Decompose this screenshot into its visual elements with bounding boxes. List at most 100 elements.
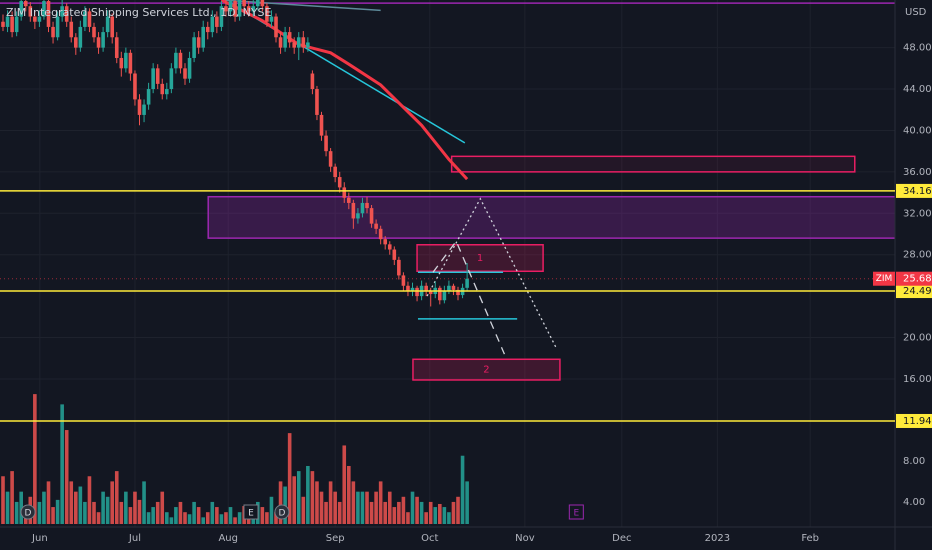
volume-bar <box>356 491 360 524</box>
candle-body <box>183 68 187 79</box>
candle-body <box>5 16 10 27</box>
candle-body <box>151 68 155 90</box>
volume-bar <box>165 512 169 524</box>
volume-bar <box>183 512 187 524</box>
volume-bar <box>133 491 137 524</box>
symbol-tag-label: ZIM <box>876 274 893 284</box>
candle-body <box>174 52 178 69</box>
event-marker <box>274 504 290 520</box>
candle-body <box>337 177 342 188</box>
volume-bar <box>87 476 92 524</box>
volume-bar <box>424 512 428 524</box>
candle-body <box>328 151 333 167</box>
candle-body <box>451 285 456 290</box>
candle-body <box>60 6 64 17</box>
candle-body <box>397 259 401 276</box>
volume-bar <box>465 481 469 524</box>
volume-bar <box>196 507 201 524</box>
candle-body <box>465 278 469 288</box>
volume-bar <box>319 491 324 524</box>
x-tick-label: Dec <box>612 533 631 544</box>
volume-bar <box>146 512 151 524</box>
x-tick-label: Nov <box>515 533 535 544</box>
currency: USD <box>905 7 927 18</box>
x-tick-label: Sep <box>326 533 345 544</box>
volume-bar <box>169 517 174 524</box>
candle-body <box>210 16 215 33</box>
volume-bar <box>292 476 297 524</box>
event-label: D <box>25 509 32 519</box>
candle-body <box>64 6 69 22</box>
volume-bar <box>274 512 278 524</box>
volume-bar <box>101 491 105 524</box>
candle-body <box>10 16 14 33</box>
candle-body <box>324 135 328 152</box>
candle-body <box>383 239 388 245</box>
candle-body <box>196 37 201 48</box>
volume-bar <box>415 496 419 524</box>
volume-bar <box>10 471 14 524</box>
candle-body <box>201 26 206 48</box>
candle-body <box>205 26 210 33</box>
candle-body <box>306 42 310 48</box>
volume-bar <box>347 465 351 524</box>
candle-body <box>215 16 219 27</box>
event-label: E <box>248 509 254 519</box>
volume-bar <box>260 507 265 524</box>
symbol-tag <box>873 271 895 286</box>
candle-body <box>165 89 169 95</box>
volume-bar <box>110 481 115 524</box>
candle-body <box>365 202 369 209</box>
zone <box>207 195 895 239</box>
candle-body <box>74 37 78 48</box>
candle-body <box>315 89 319 115</box>
candle-body <box>114 37 119 58</box>
event-marker <box>20 504 36 520</box>
axes: 48.0044.0040.0036.0032.0028.0020.0016.00… <box>31 43 932 544</box>
candle-body <box>438 287 442 301</box>
volume-bar <box>215 507 219 524</box>
candle-body <box>401 275 406 286</box>
x-tick-label: Aug <box>218 533 238 544</box>
candle-body <box>387 244 392 250</box>
volume-bar <box>1 476 5 524</box>
candle-body <box>187 57 192 79</box>
volume-bar <box>14 501 19 524</box>
candle-body <box>278 37 283 48</box>
y-tick-label: 40.00 <box>903 125 932 136</box>
volume-bar <box>69 481 74 524</box>
volume-bar <box>96 512 101 524</box>
candle-body <box>260 0 265 7</box>
price-tag <box>896 271 932 286</box>
volume-bar <box>456 496 460 524</box>
y-tick-label: 32.00 <box>903 208 932 219</box>
event-label: E <box>573 509 579 519</box>
volume-bar <box>401 496 406 524</box>
volume-bar <box>83 501 87 524</box>
candle-body <box>137 99 142 115</box>
candle-body <box>19 1 24 17</box>
volume-bar <box>137 499 142 524</box>
trendline <box>426 197 558 350</box>
candle-body <box>292 42 297 48</box>
zone-label: 2 <box>483 365 489 376</box>
price-tag-label: 24.49 <box>903 286 932 297</box>
candle-body <box>274 16 278 38</box>
candle-body <box>169 68 174 90</box>
candle-body <box>351 202 356 219</box>
volume-bar <box>369 501 374 524</box>
candle-body <box>1 21 5 27</box>
volume-bar <box>210 501 215 524</box>
candles <box>1 0 469 307</box>
candle-body <box>237 0 242 17</box>
volume-bar <box>383 501 388 524</box>
volume-tick-label: 4.00 <box>903 497 925 508</box>
volume-bar <box>333 491 337 524</box>
candle-body <box>333 166 337 178</box>
candle-body <box>42 1 46 17</box>
candle-body <box>155 68 160 84</box>
volume-bar <box>360 491 365 524</box>
volume-bar <box>55 499 60 524</box>
trendline <box>221 0 381 12</box>
